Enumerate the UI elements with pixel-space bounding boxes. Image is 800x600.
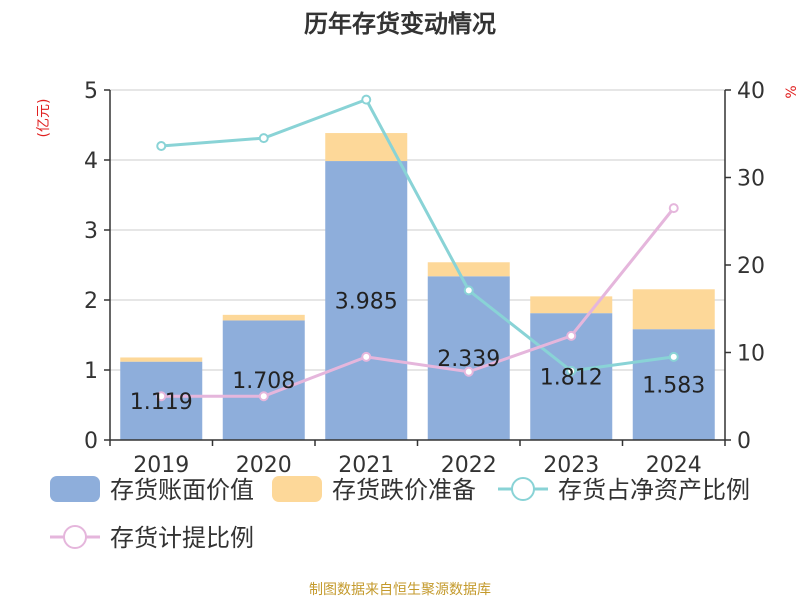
line-provision-ratio bbox=[161, 207, 675, 398]
point-provision-ratio bbox=[668, 203, 679, 214]
point-net-asset-ratio bbox=[668, 351, 679, 362]
bar-book-value bbox=[222, 320, 305, 440]
point-provision-ratio bbox=[258, 391, 269, 402]
point-provision-ratio bbox=[463, 366, 474, 377]
legend-label: 存货账面价值 bbox=[110, 476, 254, 504]
bar-value-label: 1.812 bbox=[540, 366, 603, 391]
right-tick-label: 40 bbox=[737, 79, 765, 104]
legend-item: 存货计提比例 bbox=[50, 524, 254, 552]
bar-impairment bbox=[325, 133, 408, 162]
bar-series bbox=[120, 133, 715, 441]
point-provision-ratio bbox=[156, 391, 167, 402]
line-series bbox=[156, 94, 679, 402]
right-tick-label: 10 bbox=[737, 342, 765, 367]
left-tick-label: 5 bbox=[84, 79, 98, 104]
x-tick-label: 2021 bbox=[338, 453, 394, 478]
right-tick-label: 30 bbox=[737, 167, 765, 192]
point-provision-ratio bbox=[361, 351, 372, 362]
point-net-asset-ratio bbox=[258, 133, 269, 144]
chart-title: 历年存货变动情况 bbox=[304, 10, 496, 38]
legend-item: 存货账面价值 bbox=[50, 476, 254, 504]
point-net-asset-ratio bbox=[361, 94, 372, 105]
x-tick-label: 2022 bbox=[441, 453, 497, 478]
bar-value-label: 1.583 bbox=[642, 374, 705, 399]
point-net-asset-ratio bbox=[566, 365, 577, 376]
legend-label: 存货计提比例 bbox=[110, 524, 254, 552]
right-axis-unit: % bbox=[784, 85, 800, 98]
left-tick-label: 0 bbox=[84, 429, 98, 454]
bar-book-value bbox=[632, 329, 715, 440]
line-net-asset-ratio bbox=[161, 97, 674, 373]
grid-lines bbox=[110, 89, 725, 371]
left-tick-label: 1 bbox=[84, 359, 98, 384]
left-axis-unit: (亿元) bbox=[36, 99, 52, 138]
legend-item: 存货跌价准备 bbox=[272, 476, 476, 504]
right-tick-label: 20 bbox=[737, 254, 765, 279]
legend-label: 存货跌价准备 bbox=[332, 476, 476, 504]
bar-impairment bbox=[120, 357, 203, 362]
point-provision-ratio bbox=[566, 330, 577, 341]
bar-book-value bbox=[325, 161, 408, 441]
bar-impairment bbox=[632, 289, 715, 330]
left-tick-label: 4 bbox=[84, 149, 98, 174]
x-tick-label: 2024 bbox=[646, 453, 702, 478]
point-net-asset-ratio bbox=[156, 141, 167, 151]
source-footer: 制图数据来自恒生聚源数据库 bbox=[309, 582, 491, 598]
legend-item: 存货占净资产比例 bbox=[498, 476, 750, 504]
x-tick-label: 2019 bbox=[133, 453, 189, 478]
legend-marker bbox=[63, 525, 87, 549]
point-net-asset-ratio bbox=[463, 285, 474, 296]
x-tick-label: 2023 bbox=[543, 453, 599, 478]
bar-impairment bbox=[427, 262, 510, 277]
axes: 0 1 2 3 4 5 0 10 20 30 40 2019 2020 2021 2022 2023 2024 bbox=[84, 79, 765, 478]
right-tick-label: 0 bbox=[737, 429, 751, 454]
bar-impairment bbox=[222, 314, 305, 321]
legend-swatch bbox=[272, 476, 322, 502]
legend-label: 存货占净资产比例 bbox=[558, 476, 750, 504]
bar-book-value bbox=[427, 276, 510, 440]
bar-value-label: 2.339 bbox=[437, 347, 500, 372]
legend-swatch bbox=[50, 476, 100, 502]
bar-value-label: 1.708 bbox=[232, 369, 295, 394]
data-labels: 1.119 1.708 3.985 2.339 1.812 1.583 bbox=[130, 290, 705, 415]
legend-marker bbox=[511, 477, 535, 501]
left-tick-label: 2 bbox=[84, 289, 98, 314]
left-tick-label: 3 bbox=[84, 219, 98, 244]
bar-value-label: 1.119 bbox=[130, 390, 193, 415]
bar-value-label: 3.985 bbox=[335, 290, 398, 315]
x-tick-label: 2020 bbox=[236, 453, 292, 478]
